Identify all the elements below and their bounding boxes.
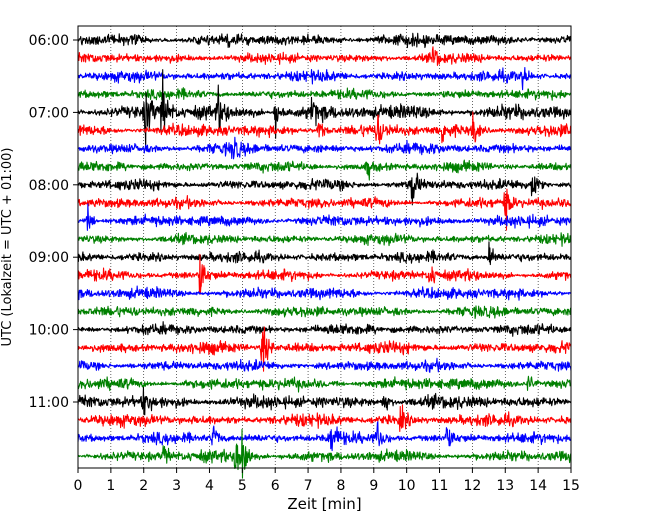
x-tick-label: 10 — [398, 478, 416, 494]
trace-1100 — [77, 386, 572, 416]
x-axis: 0 1 2 3 4 5 6 7 8 9 10 11 12 13 14 15 — [74, 468, 580, 494]
x-axis-label: Zeit [min] — [287, 495, 361, 513]
trace-0615 — [77, 46, 572, 66]
y-axis-label: UTC (Lokalzeit = UTC + 01:00) — [0, 148, 15, 347]
trace-1015 — [77, 326, 572, 372]
trace-1115 — [77, 404, 572, 432]
trace-1030 — [77, 357, 572, 373]
trace-0600 — [77, 32, 572, 49]
y-tick-label: 11:00 — [29, 395, 69, 411]
x-tick-label: 9 — [369, 478, 378, 494]
trace-0900 — [77, 241, 572, 266]
trace-1145 — [77, 428, 572, 479]
trace-0645 — [77, 87, 572, 101]
x-tick-label: 1 — [106, 478, 115, 494]
x-tick-label: 5 — [238, 478, 247, 494]
x-tick-label: 13 — [496, 478, 514, 494]
trace-0915 — [77, 253, 572, 295]
x-tick-label: 12 — [463, 478, 481, 494]
x-tick-label: 2 — [139, 478, 148, 494]
x-tick-label: 14 — [529, 478, 547, 494]
trace-0815 — [77, 188, 572, 231]
y-tick-label: 09:00 — [29, 250, 69, 266]
x-tick-label: 8 — [336, 478, 345, 494]
x-tick-label: 3 — [172, 478, 181, 494]
trace-0730 — [77, 136, 572, 160]
plot-frame — [77, 25, 572, 469]
y-tick-label: 06:00 — [29, 33, 69, 49]
trace-0845 — [77, 231, 572, 247]
x-tick-label: 11 — [431, 478, 449, 494]
traces-group — [77, 32, 572, 479]
x-tick-label: 15 — [562, 478, 580, 494]
y-axis: 06:00 07:00 08:00 09:00 10:00 11:00 — [29, 33, 78, 411]
trace-0945 — [77, 305, 572, 319]
trace-0745 — [77, 159, 572, 181]
trace-1045 — [77, 375, 572, 393]
x-tick-label: 7 — [304, 478, 313, 494]
trace-1130 — [77, 421, 572, 452]
y-tick-label: 08:00 — [29, 178, 69, 194]
x-tick-label: 4 — [205, 478, 214, 494]
y-tick-label: 10:00 — [29, 323, 69, 339]
x-tick-label: 6 — [271, 478, 280, 494]
x-tick-label: 0 — [74, 478, 83, 494]
trace-0830 — [77, 203, 572, 231]
trace-0700 — [77, 69, 572, 149]
y-tick-label: 07:00 — [29, 105, 69, 121]
trace-0630 — [77, 67, 572, 91]
trace-1000 — [77, 321, 572, 337]
trace-0715 — [77, 111, 572, 145]
trace-0800 — [77, 172, 572, 206]
trace-0930 — [77, 285, 572, 301]
